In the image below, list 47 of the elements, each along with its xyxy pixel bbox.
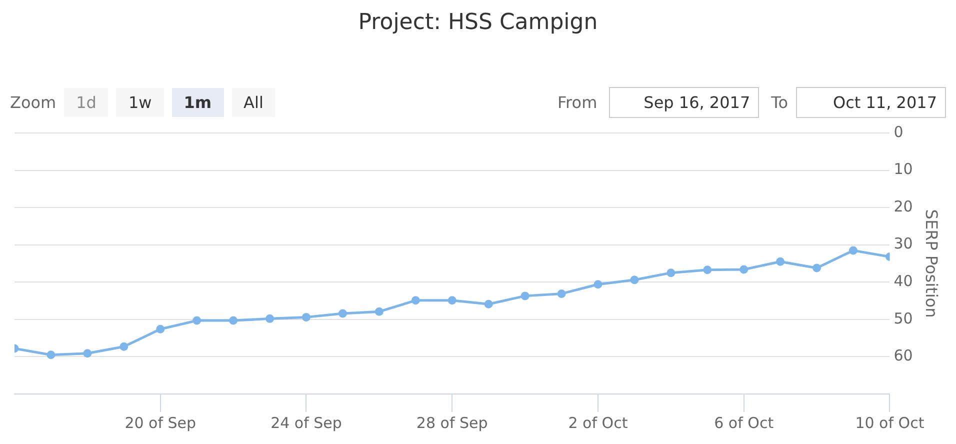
text: All (232, 88, 276, 116)
point (374, 307, 384, 316)
chart-title: Project: HSS Campign (357, 9, 599, 37)
point (740, 265, 748, 274)
y-tick-label: 40 (894, 272, 913, 290)
point (557, 289, 566, 298)
point (630, 276, 639, 284)
y-tick-label: 10 (894, 160, 913, 178)
point (229, 316, 238, 325)
y-axis-title: SERP Position (922, 209, 942, 318)
x-tick-label: 6 of Oct (714, 414, 774, 432)
point (520, 292, 530, 300)
point (266, 314, 274, 323)
point (338, 309, 347, 318)
point (484, 300, 493, 308)
text: From (558, 92, 598, 112)
y-tick-label: 20 (894, 197, 913, 216)
text: Sep 16, 2017 (609, 86, 760, 118)
point (120, 342, 128, 351)
point (594, 280, 602, 289)
point (46, 350, 56, 360)
text: 1d (64, 88, 108, 116)
text: Oct 11, 2017 (796, 86, 946, 118)
point (83, 349, 92, 358)
point (192, 316, 202, 325)
text: 1w (116, 88, 164, 116)
point (848, 246, 858, 255)
point (703, 266, 712, 274)
y-tick-label: 0 (894, 122, 904, 141)
point (448, 296, 456, 305)
x-tick-label: 10 of Oct (855, 414, 924, 432)
x-tick-label: 28 of Sep (416, 414, 488, 432)
point (776, 257, 785, 266)
point (411, 296, 420, 305)
text: Zoom (10, 92, 56, 112)
text: To (771, 92, 788, 112)
x-tick-label: 24 of Sep (270, 414, 342, 432)
x-tick-label: 2 of Oct (568, 414, 628, 432)
x-tick-label: 20 of Sep (124, 414, 196, 432)
point (302, 312, 310, 322)
point (812, 264, 822, 272)
y-tick-label: 60 (894, 346, 913, 365)
point (666, 268, 676, 278)
y-tick-label: 30 (894, 234, 913, 253)
point (156, 324, 165, 334)
y-tick-label: 50 (894, 309, 913, 328)
text: 1m (172, 88, 224, 116)
